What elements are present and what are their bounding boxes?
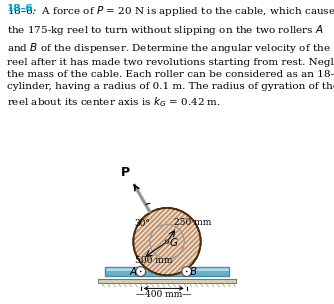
Circle shape	[166, 241, 168, 242]
Text: 18–6.  A force of $P$ = 20 N is applied to the cable, which causes
the 175-kg re: 18–6. A force of $P$ = 20 N is applied t…	[7, 4, 334, 109]
Circle shape	[182, 267, 192, 276]
Circle shape	[140, 271, 142, 272]
Text: 30°: 30°	[134, 219, 150, 228]
Circle shape	[165, 240, 169, 243]
Text: 250 mm: 250 mm	[174, 218, 211, 227]
Circle shape	[136, 267, 146, 276]
Bar	[105, 267, 229, 271]
Bar	[105, 267, 229, 276]
Text: $B$: $B$	[189, 265, 198, 278]
Circle shape	[133, 208, 201, 275]
Text: $\mathbf{P}$: $\mathbf{P}$	[120, 166, 131, 179]
Bar	[105, 271, 229, 276]
Text: —400 mm—: —400 mm—	[136, 290, 191, 299]
Text: $A$: $A$	[129, 265, 138, 278]
Text: $G$: $G$	[169, 236, 179, 248]
Text: 18–6.: 18–6.	[7, 4, 37, 13]
Text: 500 mm: 500 mm	[135, 256, 172, 265]
Bar	[98, 278, 236, 283]
Circle shape	[186, 271, 187, 272]
Text: 18–6.: 18–6.	[7, 4, 37, 13]
